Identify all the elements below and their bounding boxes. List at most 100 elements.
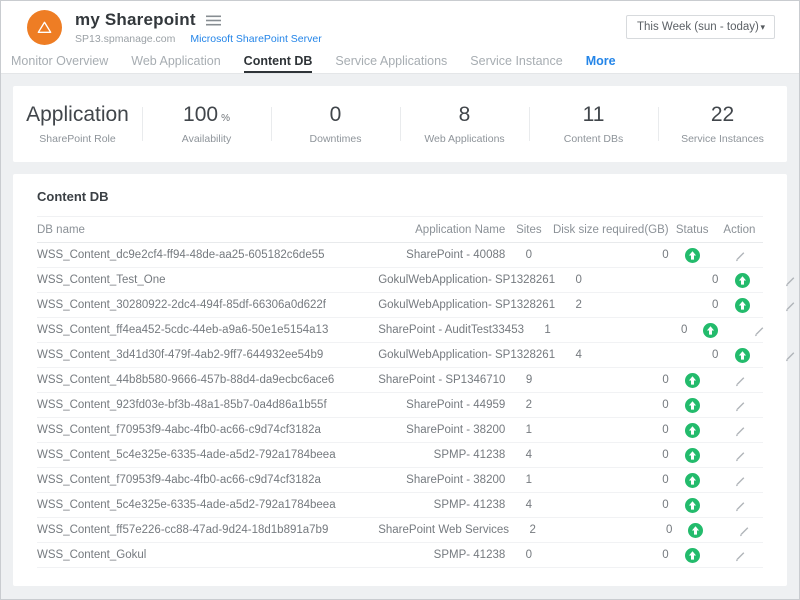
stat-label: Availability — [181, 133, 232, 145]
stat-value: 100 — [183, 103, 219, 126]
tab-monitor-overview[interactable]: Monitor Overview — [11, 54, 109, 68]
db-name-cell: WSS_Content_f70953f9-4abc-4fb0-ac66-c9d7… — [37, 424, 321, 436]
application-name-cell: SPMP- 41238 — [433, 449, 506, 461]
status-cell — [669, 422, 716, 438]
edit-pencil-icon[interactable] — [733, 424, 746, 437]
status-up-arrow-icon — [703, 322, 719, 338]
column-header-status: Status — [675, 223, 709, 236]
time-range-select[interactable]: This Week (sun - today) ▾ — [626, 15, 775, 39]
action-cell — [716, 474, 763, 487]
action-cell — [735, 324, 782, 337]
status-up-arrow-icon — [684, 472, 700, 488]
edit-pencil-icon[interactable] — [733, 449, 746, 462]
db-name-cell: WSS_Content_ff57e226-cc88-47ad-9d24-18d1… — [37, 524, 329, 536]
stat-label: Downtimes — [309, 133, 362, 145]
status-cell — [669, 397, 716, 413]
disk-size-cell: 0 — [712, 349, 719, 361]
stat-value-suffix: % — [221, 113, 230, 124]
top-bar: my Sharepoint SP13.spmanage.com Microsof… — [1, 1, 799, 53]
status-up-arrow-icon — [734, 272, 750, 288]
stat-value: 0 — [329, 103, 342, 126]
table-row: WSS_Content_Gokul SPMP- 41238 0 0 — [37, 543, 763, 568]
action-cell — [766, 299, 799, 312]
sites-cell: 2 — [575, 299, 582, 311]
edit-pencil-icon[interactable] — [733, 249, 746, 262]
sites-cell: 0 — [525, 249, 533, 261]
stat-value: Application — [26, 103, 129, 126]
edit-pencil-icon[interactable] — [783, 349, 796, 362]
tab-more[interactable]: More — [585, 54, 616, 68]
edit-pencil-icon[interactable] — [733, 499, 746, 512]
disk-size-cell: 0 — [662, 374, 669, 386]
stat-value: 8 — [458, 103, 471, 126]
tab-content-db[interactable]: Content DB — [243, 54, 313, 73]
tab-service-applications[interactable]: Service Applications — [335, 54, 448, 68]
status-cell — [687, 322, 734, 338]
application-name-cell: GokulWebApplication- SP1328261 — [378, 274, 556, 286]
db-name-cell: WSS_Content_Test_One — [37, 274, 166, 286]
action-cell — [716, 249, 763, 262]
tab-web-application[interactable]: Web Application — [131, 54, 221, 68]
edit-pencil-icon[interactable] — [733, 549, 746, 562]
action-cell — [716, 399, 763, 412]
application-name-cell: SPMP- 41238 — [433, 549, 506, 561]
hamburger-menu-icon[interactable] — [205, 15, 221, 26]
stat-value: 11 — [582, 103, 605, 126]
edit-pencil-icon[interactable] — [733, 474, 746, 487]
table-row: WSS_Content_dc9e2cf4-ff94-48de-aa25-6051… — [37, 243, 763, 268]
edit-pencil-icon[interactable] — [737, 524, 750, 537]
sites-cell: 2 — [529, 524, 536, 536]
status-up-arrow-icon — [684, 547, 700, 563]
column-header-action: Action — [723, 223, 756, 236]
stat-label: SharePoint Role — [39, 133, 116, 145]
tab-bar: Monitor Overview Web Application Content D… — [1, 53, 799, 73]
table-row: WSS_Content_44b8b580-9666-457b-88d4-da9e… — [37, 368, 763, 393]
disk-size-cell: 0 — [662, 249, 669, 261]
disk-size-cell: 0 — [712, 274, 719, 286]
table-header-row: DB name Application Name Sites Disk size re… — [37, 216, 763, 243]
edit-pencil-icon[interactable] — [783, 299, 796, 312]
time-range-value: This Week (sun - today) — [637, 21, 759, 33]
application-name-cell: SharePoint - SP1346710 — [378, 374, 506, 386]
section-title: Content DB — [37, 189, 109, 204]
stat-downtimes: 0 Downtimes — [271, 103, 400, 145]
application-name-cell: SharePoint - 44959 — [406, 399, 506, 411]
disk-size-cell: 0 — [662, 449, 669, 461]
stat-web-applications: 8 Web Applications — [400, 103, 529, 145]
server-type-link[interactable]: Microsoft SharePoint Server — [190, 32, 322, 45]
application-name-cell: SharePoint - AuditTest33453 — [378, 324, 524, 336]
status-cell — [718, 297, 765, 313]
warning-triangle-icon — [27, 9, 62, 45]
table-row: WSS_Content_5c4e325e-6335-4ade-a5d2-792a… — [37, 493, 763, 518]
sites-cell: 4 — [575, 349, 582, 361]
table-row: WSS_Content_ff57e226-cc88-47ad-9d24-18d1… — [37, 518, 763, 543]
status-cell — [669, 547, 716, 563]
status-cell — [672, 522, 719, 538]
db-name-cell: WSS_Content_f70953f9-4abc-4fb0-ac66-c9d7… — [37, 474, 321, 486]
status-cell — [669, 497, 716, 513]
status-up-arrow-icon — [684, 397, 700, 413]
table-row: WSS_Content_f70953f9-4abc-4fb0-ac66-c9d7… — [37, 468, 763, 493]
edit-pencil-icon[interactable] — [783, 274, 796, 287]
db-name-cell: WSS_Content_ff4ea452-5cdc-44eb-a9a6-50e1… — [37, 324, 329, 336]
edit-pencil-icon[interactable] — [733, 399, 746, 412]
table-row: WSS_Content_5c4e325e-6335-4ade-a5d2-792a… — [37, 443, 763, 468]
application-name-cell: SharePoint - 38200 — [406, 424, 506, 436]
status-cell — [669, 472, 716, 488]
status-up-arrow-icon — [734, 347, 750, 363]
action-cell — [716, 449, 763, 462]
table-body: WSS_Content_dc9e2cf4-ff94-48de-aa25-6051… — [37, 243, 795, 568]
status-up-arrow-icon — [734, 297, 750, 313]
status-up-arrow-icon — [684, 447, 700, 463]
edit-pencil-icon[interactable] — [733, 374, 746, 387]
sites-cell: 4 — [525, 499, 533, 511]
column-header-db-name: DB name — [37, 223, 85, 236]
action-cell — [716, 499, 763, 512]
edit-pencil-icon[interactable] — [752, 324, 765, 337]
tab-service-instance[interactable]: Service Instance — [470, 54, 563, 68]
db-name-cell: WSS_Content_30280922-2dc4-494f-85df-6630… — [37, 299, 326, 311]
host-name: SP13.spmanage.com — [75, 32, 176, 45]
application-name-cell: SharePoint - 38200 — [406, 474, 506, 486]
monitor-brand: my Sharepoint SP13.spmanage.com Microsof… — [27, 9, 322, 45]
